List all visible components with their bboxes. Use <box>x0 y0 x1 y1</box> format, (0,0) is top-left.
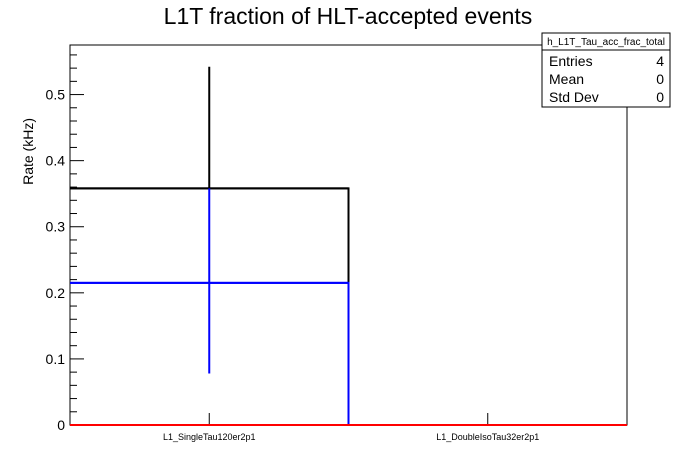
y-axis: 0 0.1 0.2 0.3 0.4 0.5 <box>46 54 84 433</box>
y-tick-label: 0.2 <box>46 285 66 301</box>
stats-entries-label: Entries <box>549 53 593 69</box>
y-tick-label: 0 <box>57 417 65 433</box>
chart-title: L1T fraction of HLT-accepted events <box>164 3 533 29</box>
stats-entries-value: 4 <box>656 53 664 69</box>
y-tick-label: 0.3 <box>46 219 66 235</box>
stats-mean-label: Mean <box>549 71 584 87</box>
y-tick-label: 0.4 <box>46 153 66 169</box>
stats-box: h_L1T_Tau_acc_frac_total Entries 4 Mean … <box>541 32 671 108</box>
stats-box-title: h_L1T_Tau_acc_frac_total <box>547 37 665 48</box>
stats-mean-value: 0 <box>656 71 664 87</box>
stats-stddev-value: 0 <box>656 89 664 105</box>
y-tick-label: 0.1 <box>46 351 66 367</box>
y-axis-label: Rate (kHz) <box>20 118 36 185</box>
x-axis: L1_SingleTau120er2p1 L1_DoubleIsoTau32er2… <box>163 413 539 442</box>
histogram-series <box>70 66 627 426</box>
stats-stddev-label: Std Dev <box>549 89 599 105</box>
y-tick-label: 0.5 <box>46 87 66 103</box>
x-tick-label: L1_SingleTau120er2p1 <box>163 432 256 442</box>
stats-box-frame <box>541 32 671 108</box>
x-tick-label: L1_DoubleIsoTau32er2p1 <box>436 432 539 442</box>
